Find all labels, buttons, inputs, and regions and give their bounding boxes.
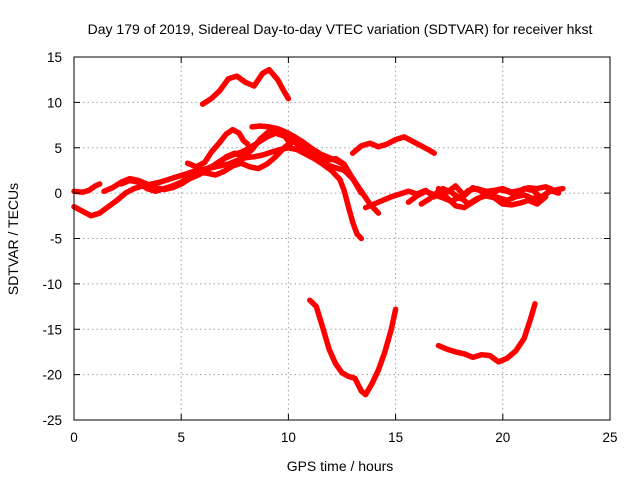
y-tick-label: -5 <box>50 232 62 247</box>
chart-title: Day 179 of 2019, Sidereal Day-to-day VTE… <box>88 21 593 37</box>
x-tick-label: 0 <box>70 430 78 445</box>
series-arc5 <box>184 126 251 170</box>
y-tick-label: 15 <box>47 50 62 65</box>
y-tick-label: -20 <box>42 368 62 383</box>
series-arc4 <box>118 137 365 196</box>
series-arc3 <box>101 130 382 216</box>
y-tick-label: -25 <box>42 413 62 428</box>
series-layer <box>71 66 566 398</box>
x-axis-label: GPS time / hours <box>287 458 394 474</box>
series-arc9 <box>349 134 437 156</box>
series-arc2 <box>71 181 103 195</box>
series-arc14 <box>307 297 399 398</box>
series-arc8 <box>199 66 292 107</box>
axes: 0 5 10 15 20 25 -25 -20 -15 -10 -5 0 5 10 15 <box>42 50 617 445</box>
y-tick-label: -10 <box>42 277 62 292</box>
series-arc7 <box>249 123 347 168</box>
x-tick-label: 25 <box>602 430 617 445</box>
x-tick-label: 5 <box>177 430 185 445</box>
y-tick-label: 0 <box>54 186 62 201</box>
series-arc13 <box>435 183 562 201</box>
y-tick-label: -15 <box>42 322 62 337</box>
series-arc1 <box>71 145 365 242</box>
y-axis-label: SDTVAR / TECUs <box>5 183 21 295</box>
y-tick-label: 10 <box>47 95 62 110</box>
x-tick-label: 15 <box>388 430 403 445</box>
y-tick-label: 5 <box>54 141 62 156</box>
series-arc15 <box>435 301 538 365</box>
x-tick-label: 20 <box>495 430 510 445</box>
x-tick-label: 10 <box>281 430 296 445</box>
